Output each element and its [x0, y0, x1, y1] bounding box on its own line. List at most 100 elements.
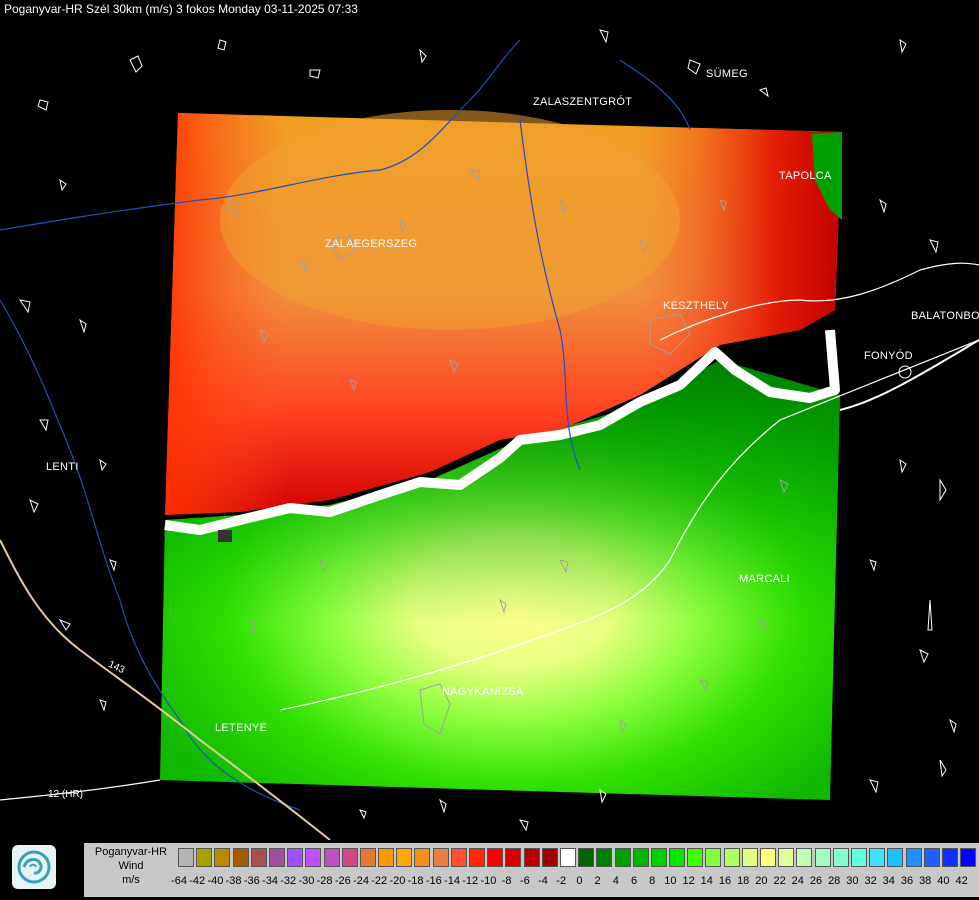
- legend-swatch: [687, 848, 704, 867]
- legend-tick: 30: [846, 875, 859, 887]
- legend-swatch: [214, 848, 231, 867]
- legend-tick: 28: [828, 875, 841, 887]
- legend-swatch: [632, 848, 649, 867]
- city-label-zalaszentgrot: ZALASZENTGRÓT: [533, 96, 633, 108]
- legend-swatch: [723, 848, 740, 867]
- legend-tick: 0: [576, 875, 583, 887]
- legend-tick: -18: [407, 875, 424, 887]
- legend-tick: 42: [955, 875, 968, 887]
- legend-swatch: [432, 848, 449, 867]
- legend-tick: 22: [773, 875, 786, 887]
- legend-tick: 36: [900, 875, 914, 887]
- radar-logo-icon: [12, 845, 56, 889]
- legend-tick: 26: [809, 875, 823, 887]
- legend-swatch: [741, 848, 758, 867]
- legend-swatch: [705, 848, 722, 867]
- legend-swatch: [378, 848, 395, 867]
- city-label-nagykanizsa: NAGYKANIZSA: [442, 686, 524, 698]
- legend-swatch: [541, 848, 558, 867]
- city-label-keszthely: KESZTHELY: [663, 300, 730, 312]
- legend-label-source: Poganyvar-HR: [94, 846, 168, 858]
- city-label-marcali: MARCALI: [739, 573, 790, 585]
- legend-tick: -32: [280, 875, 297, 887]
- legend-swatch: [196, 848, 213, 867]
- legend-tick: 10: [664, 875, 677, 887]
- legend-swatch: [250, 848, 267, 867]
- legend-swatch: [869, 848, 886, 867]
- map-title: Poganyvar-HR Szél 30km (m/s) 3 fokos Mon…: [4, 2, 358, 16]
- legend-swatch: [523, 848, 540, 867]
- legend-tick: -42: [189, 875, 206, 887]
- legend-tick: -20: [389, 875, 406, 887]
- legend-swatch: [850, 848, 867, 867]
- legend-swatch: [341, 848, 358, 867]
- legend-tick: 8: [649, 875, 656, 887]
- legend-swatch: [905, 848, 922, 867]
- radar-map[interactable]: [0, 0, 979, 840]
- legend-tick: -64: [171, 875, 187, 887]
- legend-swatch: [596, 848, 613, 867]
- city-label-zalaegerszeg: ZALAEGERSZEG: [325, 238, 418, 250]
- legend-swatch: [287, 848, 304, 867]
- city-label-sumeg: SÜMEG: [706, 68, 748, 80]
- legend-tick: 32: [864, 875, 877, 887]
- road-label-12-hr: 12 (HR): [48, 789, 84, 800]
- legend-tick: -16: [425, 875, 442, 887]
- legend-swatch: [487, 848, 504, 867]
- legend-swatch: [505, 848, 522, 867]
- legend-swatch: [414, 848, 431, 867]
- city-label-balatonbo: BALATONBO: [911, 310, 979, 322]
- city-label-lenti: LENTI: [46, 461, 79, 473]
- legend-swatch: [305, 848, 322, 867]
- legend-swatch: [923, 848, 940, 867]
- legend-swatch: [941, 848, 958, 867]
- legend-swatch: [178, 848, 194, 867]
- legend-tick: -12: [462, 875, 479, 887]
- legend-swatch: [614, 848, 631, 867]
- legend-tick: -40: [207, 875, 224, 887]
- legend-tick: 20: [755, 875, 768, 887]
- legend-tick: 12: [682, 875, 695, 887]
- legend-swatch: [559, 848, 576, 867]
- legend-title: Poganyvar-HR Wind m/s: [86, 845, 176, 887]
- legend-tick: -26: [334, 875, 351, 887]
- legend-color-scale: [178, 848, 978, 868]
- balaton-marker: [898, 365, 912, 379]
- legend-swatch: [887, 848, 904, 867]
- legend-tick: -8: [501, 875, 512, 887]
- legend-swatch: [323, 848, 340, 867]
- legend-tick: -36: [243, 875, 260, 887]
- radar-green-region: [160, 360, 840, 800]
- legend-tick: -14: [444, 875, 460, 887]
- city-label-letenye: LETENYE: [215, 722, 268, 734]
- legend-tick-labels: -64 -42 -40 -38 -36 -34 -32 -30 -28 -26 -24 -22 -20-…: [171, 875, 978, 889]
- legend-tick: 34: [882, 875, 895, 887]
- roads: [0, 262, 979, 840]
- legend-swatch: [832, 848, 849, 867]
- legend-swatch: [268, 848, 285, 867]
- settlement-outlines: [18, 29, 957, 832]
- legend-tick: -38: [225, 875, 242, 887]
- legend-tick: 4: [612, 875, 619, 887]
- legend-swatch: [796, 848, 813, 867]
- legend-swatch: [669, 848, 686, 867]
- legend-swatch: [469, 848, 485, 867]
- legend-tick: 18: [737, 875, 750, 887]
- legend-swatch: [578, 848, 595, 867]
- legend-swatch: [960, 848, 977, 867]
- legend-tick: 16: [718, 875, 732, 887]
- legend-tick: -22: [371, 875, 388, 887]
- legend-tick: -6: [519, 875, 530, 887]
- legend-tick: 14: [700, 875, 713, 887]
- legend-label-unit: m/s: [122, 874, 140, 886]
- legend-tick: -34: [262, 875, 278, 887]
- legend-swatch: [359, 848, 376, 867]
- zero-velocity-boundary: [164, 329, 840, 542]
- legend-swatch: [814, 848, 831, 867]
- legend-swatch: [650, 848, 667, 867]
- legend-tick: 2: [594, 875, 601, 887]
- legend-swatch: [778, 848, 795, 867]
- legend-tick: 38: [919, 875, 932, 887]
- radar-red-region: [165, 110, 842, 515]
- color-legend: Poganyvar-HR Wind m/s -64 -42 -40 -38 -36 -34…: [84, 843, 979, 897]
